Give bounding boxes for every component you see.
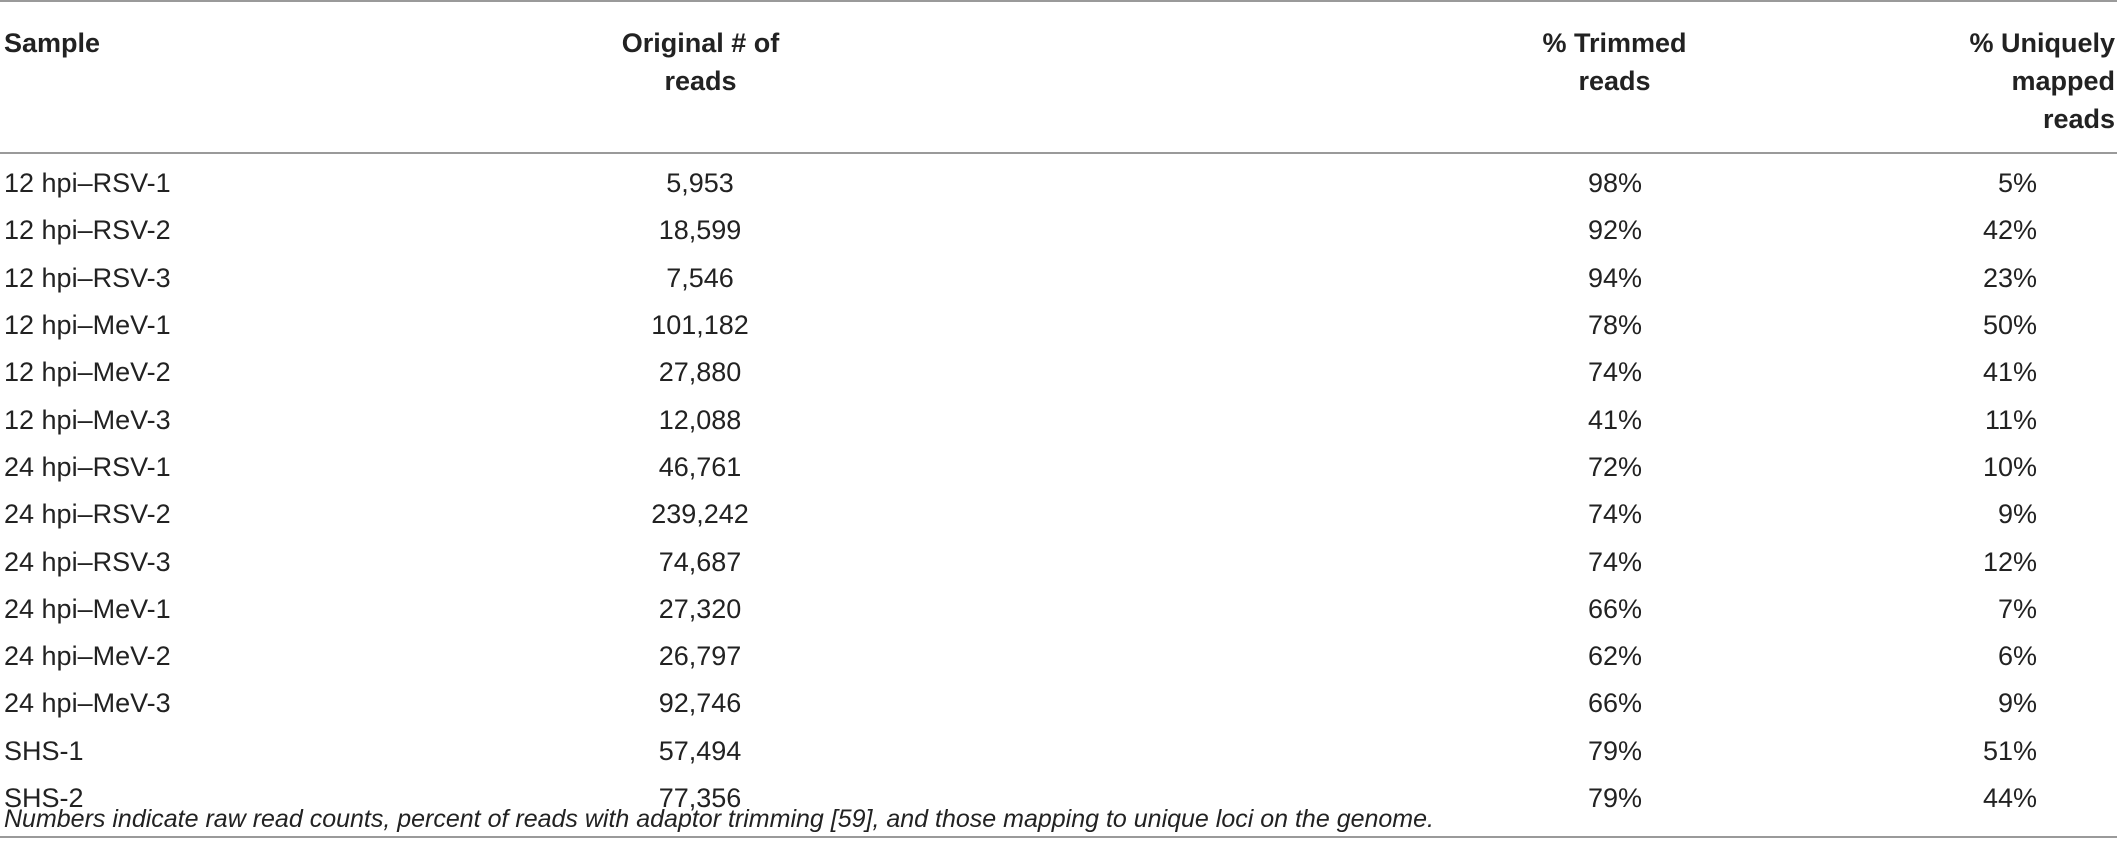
header-unique-line1: % Uniquely	[1969, 28, 2115, 58]
table-footnote: Numbers indicate raw read counts, percen…	[4, 805, 1434, 833]
trimmed-cell: 98%	[1587, 168, 1643, 199]
original-reads-cell: 5,953	[666, 168, 734, 199]
table-row: 24 hpi–MeV-3 92,746 66% 9%	[0, 680, 2117, 727]
trimmed-cell: 79%	[890, 774, 1940, 839]
table-row: 12 hpi–MeV-3 12,088 41% 11%	[0, 396, 2117, 443]
original-reads-cell: 77,356	[560, 774, 890, 839]
header-trimmed-line2: reads	[1578, 66, 1651, 96]
sample-cell: 12 hpi–MeV-1	[4, 310, 171, 341]
unique-mapped-cell: 5%	[1997, 168, 2037, 199]
original-reads-cell: 46,761	[658, 451, 742, 482]
sample-cell: 24 hpi–MeV-2	[4, 641, 171, 672]
trimmed-cell: 62%	[1587, 641, 1643, 672]
header-row: Sample Original # of reads % Trimmed rea…	[0, 0, 2117, 154]
sample-cell: 12 hpi–RSV-2	[4, 215, 171, 246]
unique-mapped-cell: 9%	[1997, 688, 2037, 719]
unique-mapped-cell: 44%	[1940, 774, 2117, 839]
trimmed-cell: 94%	[1587, 262, 1643, 293]
sample-cell: 24 hpi–MeV-3	[4, 688, 171, 719]
table-row: 24 hpi–MeV-2 26,797 62% 6%	[0, 633, 2117, 680]
trimmed-cell: 66%	[1587, 688, 1643, 719]
unique-mapped-cell: 11%	[1984, 404, 2037, 435]
original-reads-cell: 27,880	[658, 357, 742, 388]
original-reads-cell: 101,182	[651, 310, 749, 341]
original-reads-cell: 12,088	[658, 404, 742, 435]
trimmed-cell: 74%	[1587, 357, 1643, 388]
header-unique-line2: mapped reads	[2011, 66, 2115, 134]
trimmed-cell: 79%	[1587, 735, 1643, 766]
unique-mapped-cell: 9%	[1997, 499, 2037, 530]
unique-mapped-cell: 41%	[1982, 357, 2037, 388]
original-reads-cell: 92,746	[658, 688, 742, 719]
original-reads-cell: 74,687	[658, 546, 742, 577]
trimmed-cell: 74%	[1587, 546, 1643, 577]
unique-mapped-cell: 10%	[1982, 451, 2037, 482]
unique-mapped-cell: 51%	[1982, 735, 2037, 766]
trimmed-cell: 78%	[1587, 310, 1643, 341]
sample-cell: 12 hpi–MeV-2	[4, 357, 171, 388]
original-reads-cell: 26,797	[658, 641, 742, 672]
unique-mapped-cell: 12%	[1982, 546, 2037, 577]
sample-cell: 24 hpi–RSV-3	[4, 546, 171, 577]
original-reads-cell: 7,546	[666, 262, 734, 293]
header-original-reads: Original # of reads	[560, 0, 890, 154]
table-row: 24 hpi–RSV-2 239,242 74% 9%	[0, 491, 2117, 538]
table-body: 12 hpi–RSV-1 5,953 98% 5% 12 hpi–RSV-2 18,599…	[0, 153, 2117, 839]
sample-cell: 24 hpi–RSV-1	[4, 451, 171, 482]
trimmed-cell: 72%	[1587, 451, 1643, 482]
table-row: 24 hpi–RSV-1 46,761 72% 10%	[0, 444, 2117, 491]
table-row: 12 hpi–MeV-2 27,880 74% 41%	[0, 349, 2117, 396]
sample-cell: 12 hpi–RSV-1	[4, 168, 171, 199]
trimmed-cell: 41%	[1587, 404, 1643, 435]
table-row: SHS-2 77,356 79% 44%	[0, 774, 2117, 839]
header-trimmed-line1: % Trimmed	[1542, 28, 1687, 58]
header-unique-mapped: % Uniquely mapped reads	[1940, 0, 2117, 154]
header-trimmed-reads: % Trimmed reads	[890, 0, 1940, 154]
unique-mapped-cell: 23%	[1982, 262, 2037, 293]
unique-mapped-cell: 7%	[1997, 593, 2037, 624]
unique-mapped-cell: 6%	[1997, 641, 2037, 672]
unique-mapped-cell: 50%	[1982, 310, 2037, 341]
table-header: Sample Original # of reads % Trimmed rea…	[0, 0, 2117, 154]
header-original-line1: Original # of	[621, 28, 780, 58]
table-row: 24 hpi–RSV-3 74,687 74% 12%	[0, 538, 2117, 585]
original-reads-cell: 239,242	[651, 499, 749, 530]
original-reads-cell: 18,599	[658, 215, 742, 246]
table-row: 12 hpi–RSV-2 18,599 92% 42%	[0, 207, 2117, 254]
unique-mapped-cell: 42%	[1982, 215, 2037, 246]
trimmed-cell: 66%	[1587, 593, 1643, 624]
original-reads-cell: 57,494	[658, 735, 742, 766]
sample-cell: 24 hpi–MeV-1	[4, 593, 171, 624]
sample-cell: SHS-2	[0, 774, 560, 839]
original-reads-cell: 27,320	[658, 593, 742, 624]
header-sample: Sample	[0, 0, 560, 154]
table-row: 12 hpi–RSV-3 7,546 94% 23%	[0, 255, 2117, 302]
sample-cell: 24 hpi–RSV-2	[4, 499, 171, 530]
header-sample-label: Sample	[4, 28, 101, 58]
sample-cell: 12 hpi–RSV-3	[4, 262, 171, 293]
table-row: SHS-1 57,494 79% 51%	[0, 728, 2117, 775]
header-original-line2: reads	[664, 66, 737, 96]
table-row: 24 hpi–MeV-1 27,320 66% 7%	[0, 586, 2117, 633]
table-row: 12 hpi–MeV-1 101,182 78% 50%	[0, 302, 2117, 349]
trimmed-cell: 74%	[1587, 499, 1643, 530]
trimmed-cell: 92%	[1587, 215, 1643, 246]
table-row: 12 hpi–RSV-1 5,953 98% 5%	[0, 153, 2117, 207]
sample-cell: SHS-1	[4, 735, 84, 766]
sample-cell: 12 hpi–MeV-3	[4, 404, 171, 435]
